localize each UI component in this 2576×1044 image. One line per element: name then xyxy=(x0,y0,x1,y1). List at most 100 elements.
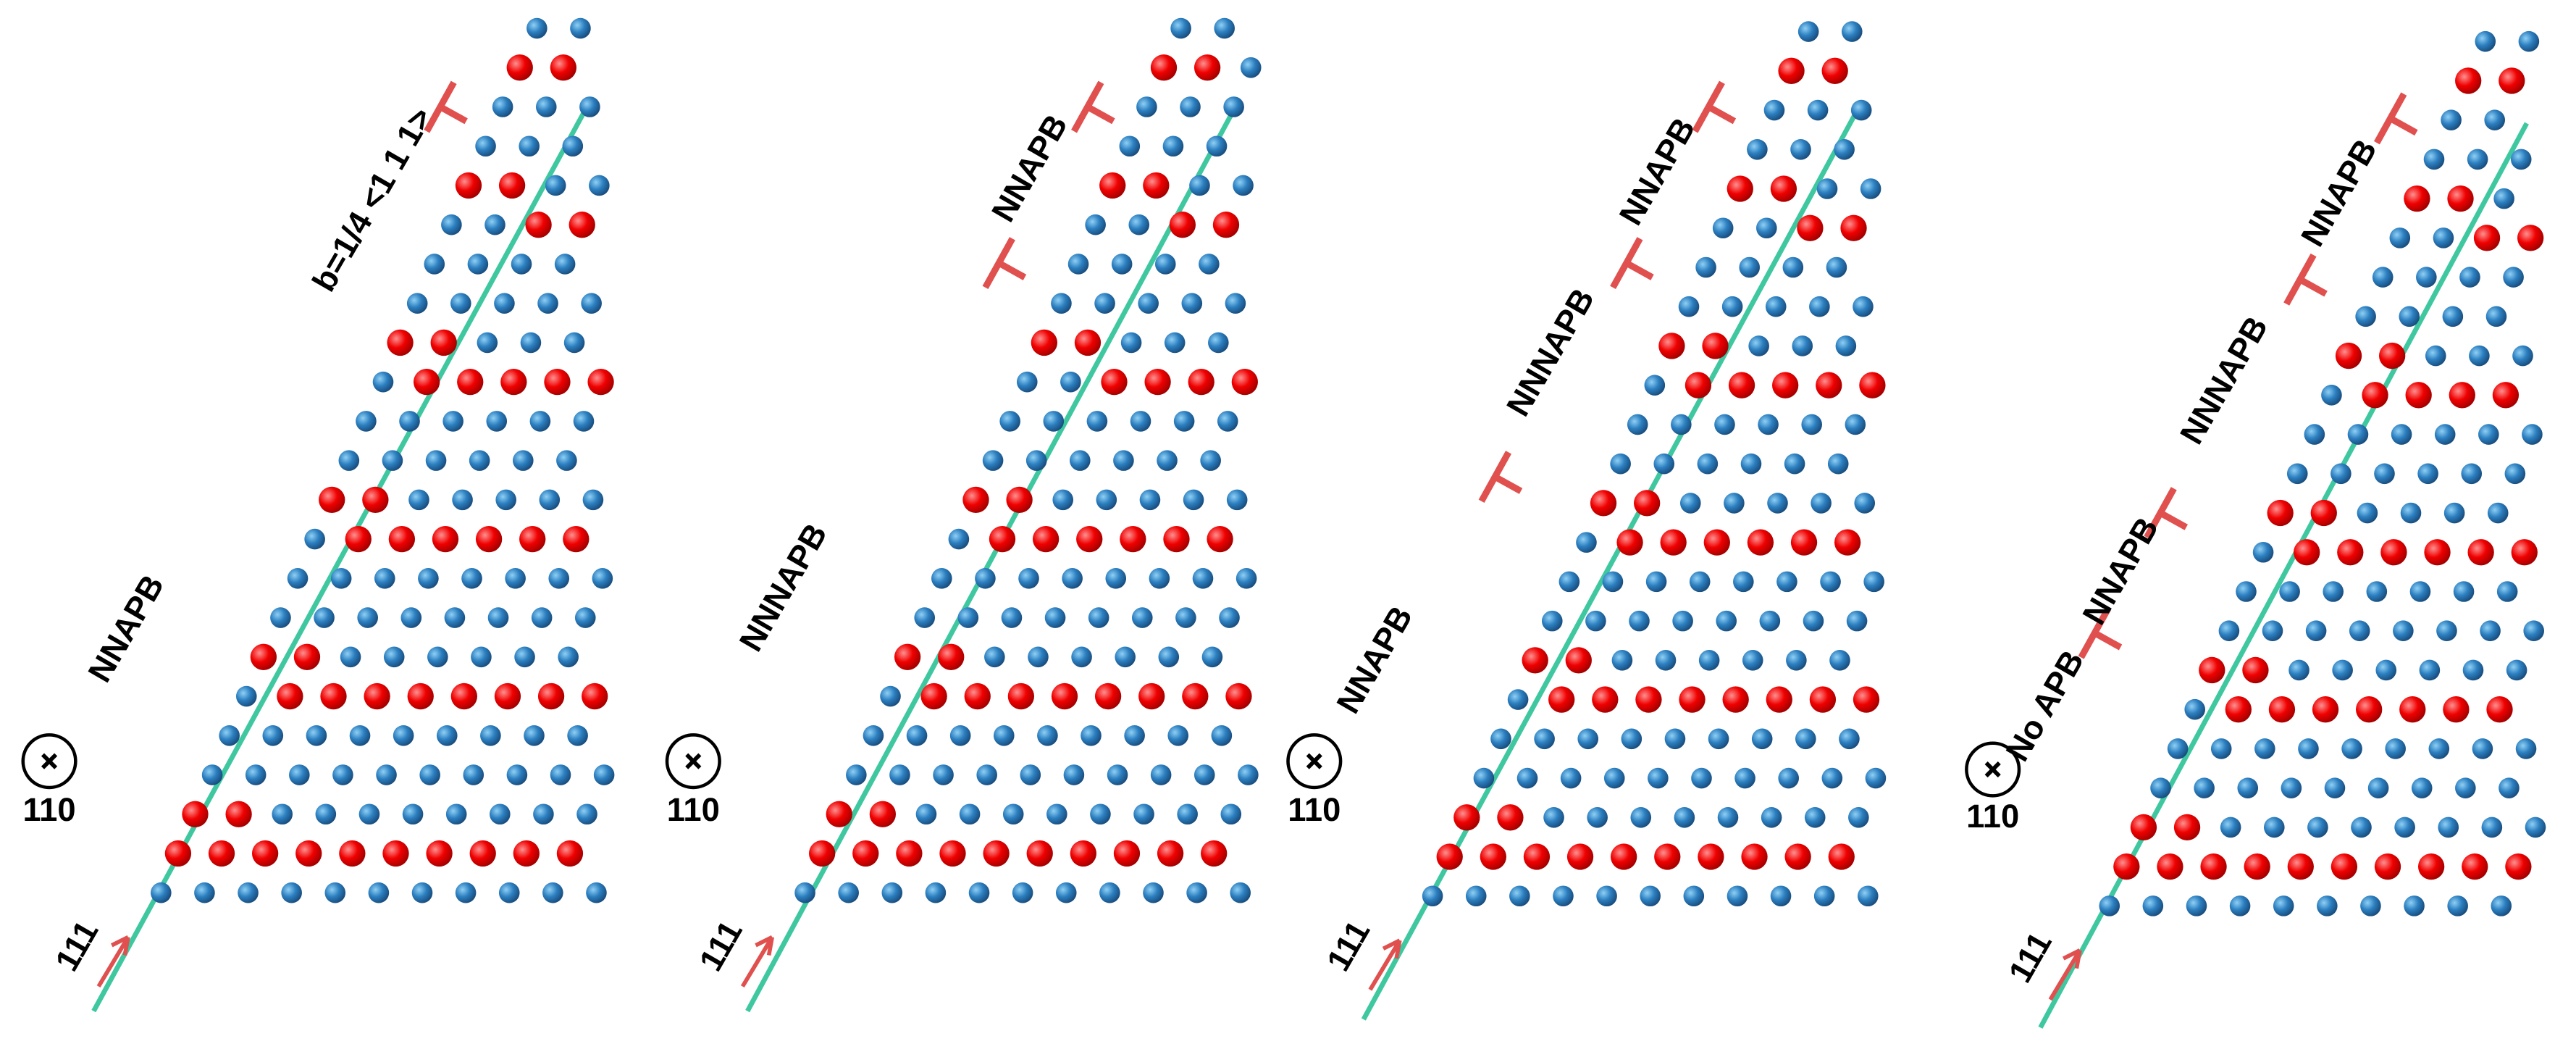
atom-blue xyxy=(1099,882,1120,903)
atom-blue xyxy=(1784,453,1805,475)
atom-blue xyxy=(1180,96,1201,117)
atom-blue xyxy=(463,764,484,785)
atom-blue xyxy=(1807,99,1829,121)
atom-red xyxy=(498,172,526,199)
atom-red xyxy=(2511,539,2538,566)
atom-red xyxy=(2499,67,2525,94)
atom-blue xyxy=(2469,345,2490,367)
apb-label: No APB xyxy=(1999,644,2092,767)
atom-blue xyxy=(399,411,420,432)
atom-red xyxy=(1660,529,1687,556)
atom-red xyxy=(1026,840,1053,867)
atom-red xyxy=(1698,843,1724,870)
atom-red xyxy=(1074,329,1102,356)
dislocation xyxy=(2144,487,2188,539)
atom-blue xyxy=(2443,502,2465,524)
atom-blue xyxy=(1621,728,1642,750)
atom-blue xyxy=(2330,463,2351,485)
atom-blue xyxy=(520,332,542,354)
atom-blue xyxy=(548,568,570,589)
atom-blue xyxy=(281,882,302,903)
atom-blue xyxy=(1587,806,1608,828)
atom-red xyxy=(1201,840,1228,867)
line-label: 111 xyxy=(692,914,749,977)
atom-blue xyxy=(592,568,613,589)
atom-blue xyxy=(1111,254,1133,275)
atom-red xyxy=(320,682,347,710)
atom-blue xyxy=(1016,371,1038,393)
atom-blue xyxy=(1763,99,1785,121)
atom-red xyxy=(1163,525,1190,553)
atom-blue xyxy=(1085,214,1106,235)
atom-blue xyxy=(1857,885,1879,907)
atom-blue xyxy=(2436,620,2457,642)
atom-red xyxy=(388,525,416,553)
atom-blue xyxy=(1534,728,1555,750)
atom-blue xyxy=(1107,764,1128,785)
atom-red xyxy=(319,486,345,514)
atom-blue xyxy=(2484,109,2506,130)
atom-blue xyxy=(2367,777,2389,798)
atom-blue xyxy=(427,646,448,668)
atom-blue xyxy=(959,803,981,825)
dislocation xyxy=(1478,451,1523,504)
atom-blue xyxy=(2279,581,2300,602)
atom-blue xyxy=(304,528,325,550)
atom-blue xyxy=(2480,620,2501,642)
atom-blue xyxy=(1850,99,1872,121)
atom-blue xyxy=(1012,882,1033,903)
atom-red xyxy=(1634,490,1661,517)
atom-blue xyxy=(1786,650,1807,671)
atom-red xyxy=(1592,686,1619,713)
atom-blue xyxy=(1465,885,1487,907)
atom-red xyxy=(2362,382,2388,409)
atom-red xyxy=(1702,333,1729,359)
atom-red xyxy=(277,682,303,710)
view-label: 110 xyxy=(1288,791,1341,828)
atom-blue xyxy=(794,882,815,903)
atom-blue xyxy=(1627,414,1648,435)
atom-blue xyxy=(576,803,597,825)
atom-blue xyxy=(2485,306,2507,327)
atom-blue xyxy=(2453,581,2475,602)
atom-red xyxy=(1797,214,1824,241)
atom-blue xyxy=(1158,646,1180,668)
atom-blue xyxy=(1131,607,1153,628)
atom-blue xyxy=(1733,571,1754,593)
atom-blue xyxy=(2496,581,2518,602)
atom-blue xyxy=(1150,764,1172,785)
atom-red xyxy=(983,840,1010,867)
atom-red xyxy=(894,643,921,670)
atom-blue xyxy=(450,293,471,314)
atom-blue xyxy=(436,724,458,746)
apb-label: NNAPB xyxy=(2294,133,2384,252)
atom-blue xyxy=(2391,424,2412,445)
atom-blue xyxy=(315,803,337,825)
atom-red xyxy=(2242,656,2269,684)
atom-blue xyxy=(582,489,604,511)
atom-red xyxy=(2380,539,2407,566)
atom-red xyxy=(1076,525,1103,553)
atom-blue xyxy=(2273,895,2294,916)
atom-blue xyxy=(2515,738,2537,759)
atom-blue xyxy=(1697,453,1719,475)
atom-blue xyxy=(906,724,928,746)
atom-blue xyxy=(495,489,516,511)
atom-blue xyxy=(1603,767,1625,789)
dislocation xyxy=(1692,80,1737,133)
atom-blue xyxy=(1051,293,1072,314)
atom-blue xyxy=(1811,493,1832,514)
atom-blue xyxy=(2438,817,2459,838)
atom-blue xyxy=(441,214,462,235)
atom-blue xyxy=(2459,267,2480,288)
atom-blue xyxy=(562,135,584,157)
atom-blue xyxy=(1143,882,1164,903)
atom-red xyxy=(1006,486,1033,514)
atom-blue xyxy=(2324,777,2346,798)
atom-blue xyxy=(1193,764,1215,785)
atom-red xyxy=(2294,539,2320,566)
atom-red xyxy=(1523,843,1551,870)
burgers-label: b=1/4 <1 1 1> xyxy=(305,101,440,297)
atom-blue xyxy=(357,607,378,628)
atom-blue xyxy=(1175,607,1196,628)
